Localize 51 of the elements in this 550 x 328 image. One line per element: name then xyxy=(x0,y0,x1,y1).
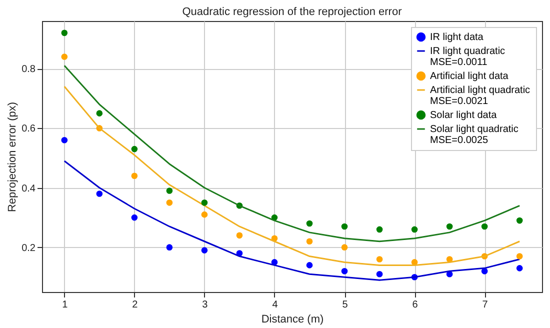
point xyxy=(376,256,383,262)
x-tick-label: 1 xyxy=(62,300,68,310)
point xyxy=(306,220,313,227)
y-tick-label: 0.2 xyxy=(22,242,36,254)
point xyxy=(481,223,488,230)
legend-label: Artificial light quadratic MSE=0.0021 xyxy=(430,85,530,107)
point xyxy=(96,190,103,197)
point xyxy=(516,217,523,224)
point xyxy=(131,172,138,180)
point xyxy=(61,54,68,60)
x-tick-label: 2 xyxy=(132,300,138,310)
point xyxy=(306,238,313,245)
x-tick-label: 7 xyxy=(482,300,488,310)
point xyxy=(446,223,453,230)
point xyxy=(61,30,68,36)
x-tick-label: 6 xyxy=(412,300,418,310)
point xyxy=(341,268,348,274)
legend-label: Solar light data xyxy=(430,110,498,121)
legend-label: Artificial light data xyxy=(430,71,509,82)
point xyxy=(306,262,313,268)
point xyxy=(96,110,103,116)
point xyxy=(411,226,418,233)
point xyxy=(201,211,208,218)
x-tick-label: 4 xyxy=(272,300,278,310)
y-tick-label: 0.8 xyxy=(22,64,36,76)
y-tick-label: 0.4 xyxy=(22,183,36,194)
point xyxy=(341,223,348,230)
point xyxy=(166,200,173,206)
y-axis-title: Reprojection error (px) xyxy=(6,102,19,212)
legend-label: IR light quadratic MSE=0.0011 xyxy=(430,46,506,68)
chart-title: Quadratic regression of the reprojection error xyxy=(182,6,402,18)
y-tick-label: 0.6 xyxy=(22,124,36,135)
point xyxy=(61,136,68,144)
x-tick-label: 3 xyxy=(202,300,208,310)
point xyxy=(376,226,383,233)
x-axis-title: Distance (m) xyxy=(261,314,324,326)
point xyxy=(166,188,173,194)
legend-label: Solar light quadratic MSE=0.0025 xyxy=(430,124,518,146)
point xyxy=(376,270,383,278)
point xyxy=(166,244,173,250)
point xyxy=(131,214,138,221)
point xyxy=(201,247,208,254)
point xyxy=(341,244,348,250)
x-tick-label: 5 xyxy=(342,300,348,310)
point xyxy=(516,265,523,272)
point xyxy=(131,146,138,152)
point xyxy=(236,232,243,239)
legend-label: IR light data xyxy=(430,32,484,43)
point xyxy=(516,253,523,260)
point xyxy=(481,268,488,274)
point xyxy=(201,200,208,206)
